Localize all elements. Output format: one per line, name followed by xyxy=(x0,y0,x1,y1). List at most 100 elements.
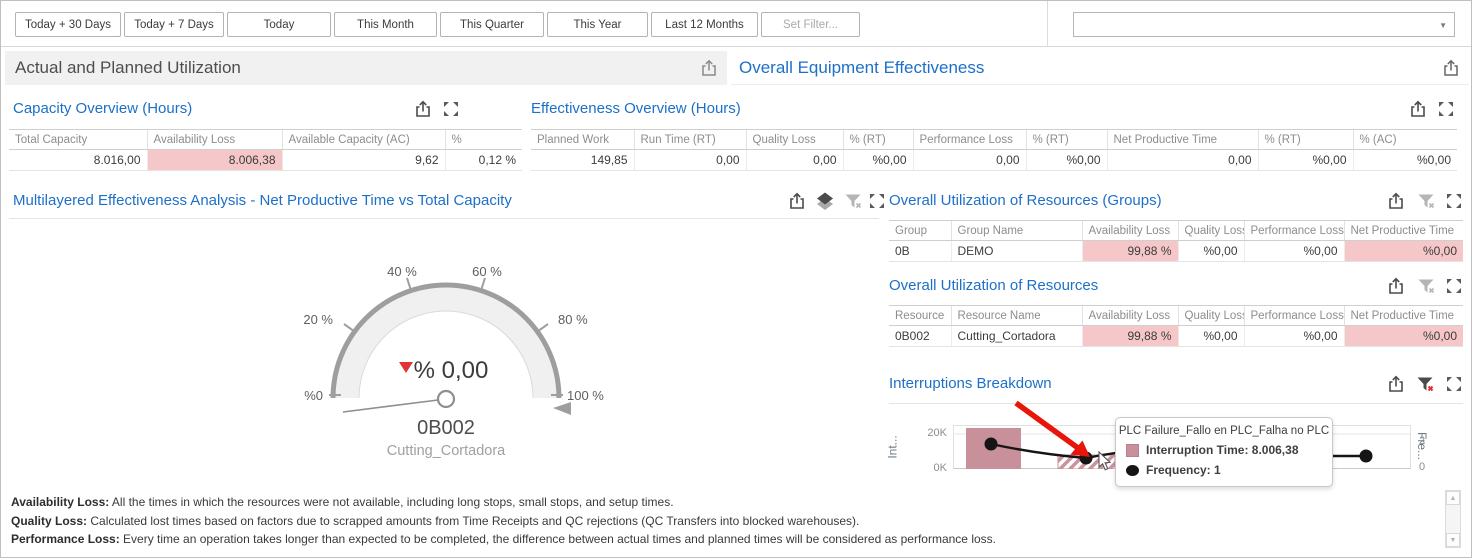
cell-availability-loss: 99,88 % xyxy=(1081,240,1178,262)
y-axis-label-left: Int... xyxy=(885,435,900,459)
gauge-resource-name: Cutting_Cortadora xyxy=(387,443,506,459)
interruption-time-swatch-icon xyxy=(1126,443,1139,457)
effectiveness-overview-title: Effectiveness Overview (Hours) xyxy=(531,100,741,117)
column-header[interactable]: % xyxy=(444,129,522,150)
frequency-point[interactable] xyxy=(984,437,998,451)
column-header[interactable]: Availability Loss xyxy=(146,129,282,150)
button-set-filter[interactable]: Set Filter... xyxy=(761,12,860,37)
clear-filter-icon[interactable] xyxy=(1416,276,1436,296)
panel-title-right: Overall Equipment Effectiveness xyxy=(739,58,985,77)
y-tick-0: 0 xyxy=(1419,461,1426,473)
export-icon[interactable] xyxy=(1441,58,1461,78)
toolbar-divider xyxy=(1047,1,1048,47)
tooltip-interruption-time: Interruption Time: 8.006,38 xyxy=(1146,443,1299,457)
maximize-icon[interactable] xyxy=(1436,99,1456,119)
maximize-icon[interactable] xyxy=(867,191,887,211)
frequency-point[interactable] xyxy=(1079,451,1093,465)
column-header[interactable]: Performance Loss xyxy=(1243,220,1344,241)
button-today-plus-30-days[interactable]: Today + 30 Days xyxy=(15,12,121,37)
scroll-up-icon[interactable]: ▲ xyxy=(1446,491,1460,505)
column-header[interactable]: Quality Loss xyxy=(1177,305,1244,326)
column-header[interactable]: Group xyxy=(889,220,951,241)
column-header[interactable]: Resource xyxy=(889,305,951,326)
cell-group-name: DEMO xyxy=(950,240,1082,262)
button-this-quarter[interactable]: This Quarter xyxy=(440,12,544,37)
clear-filter-active-icon[interactable] xyxy=(1415,374,1435,394)
vertical-scrollbar[interactable]: ▲ ▼ xyxy=(1445,490,1461,548)
column-header[interactable]: Availability Loss xyxy=(1081,220,1178,241)
layers-icon[interactable] xyxy=(815,191,835,211)
gauge-tick-20: 20 % xyxy=(303,312,333,327)
column-header[interactable]: % (RT) xyxy=(1025,129,1107,150)
cell-performance-loss: %0,00 xyxy=(1243,240,1344,262)
chevron-down-icon[interactable]: ▼ xyxy=(1439,21,1447,30)
cell-resource-name: Cutting_Cortadora xyxy=(950,325,1082,347)
definition-performance-loss: Performance Loss: Every time an operatio… xyxy=(11,532,996,546)
scroll-down-icon[interactable]: ▼ xyxy=(1446,533,1460,547)
cell-run-time: 0,00 xyxy=(633,149,746,171)
gauge-tick-40: 40 % xyxy=(387,264,417,279)
export-icon[interactable] xyxy=(1386,276,1406,296)
section-divider xyxy=(9,218,879,219)
column-header[interactable]: Net Productive Time xyxy=(1106,129,1258,150)
frequency-swatch-icon xyxy=(1126,464,1139,476)
cell-total-capacity: 8.016,00 xyxy=(9,149,147,171)
export-icon[interactable] xyxy=(1408,99,1428,119)
column-header[interactable]: % (RT) xyxy=(842,129,913,150)
button-last-12-months[interactable]: Last 12 Months xyxy=(651,12,758,37)
gauge-tick-0: %0 xyxy=(304,388,323,403)
cell-available-capacity: 9,62 xyxy=(281,149,445,171)
cell-availability-loss: 99,88 % xyxy=(1081,325,1178,347)
maximize-icon[interactable] xyxy=(1444,374,1464,394)
column-header[interactable]: Net Productive Time xyxy=(1343,305,1463,326)
resource-dropdown[interactable]: ▼ xyxy=(1073,12,1455,37)
column-header[interactable]: Group Name xyxy=(950,220,1082,241)
clear-filter-icon[interactable] xyxy=(1416,191,1436,211)
column-header[interactable]: Resource Name xyxy=(950,305,1082,326)
frequency-point[interactable] xyxy=(1359,449,1373,463)
column-header[interactable]: Planned Work xyxy=(531,129,634,150)
clear-filter-icon[interactable] xyxy=(843,191,863,211)
cell-net-productive-time: %0,00 xyxy=(1343,240,1463,262)
button-this-year[interactable]: This Year xyxy=(547,12,648,37)
column-header[interactable]: Net Productive Time xyxy=(1343,220,1463,241)
cell-quality-loss: 0,00 xyxy=(745,149,843,171)
column-header[interactable]: Run Time (RT) xyxy=(633,129,746,150)
maximize-icon[interactable] xyxy=(1444,191,1464,211)
cell-pct-rt-3: %0,00 xyxy=(1257,149,1353,171)
maximize-icon[interactable] xyxy=(1444,276,1464,296)
column-header[interactable]: % (RT) xyxy=(1257,129,1353,150)
export-icon[interactable] xyxy=(1386,191,1406,211)
column-header[interactable]: Availability Loss xyxy=(1081,305,1178,326)
button-today-plus-7-days[interactable]: Today + 7 Days xyxy=(124,12,224,37)
cell-pct-rt-2: %0,00 xyxy=(1025,149,1107,171)
button-this-month[interactable]: This Month xyxy=(334,12,437,37)
column-header[interactable]: Quality Loss xyxy=(745,129,843,150)
effectiveness-overview-table: Planned Work Run Time (RT) Quality Loss … xyxy=(531,129,1457,171)
groups-utilization-table: Group Group Name Availability Loss Quali… xyxy=(889,220,1463,262)
date-filter-toolbar: Today + 30 Days Today + 7 Days Today Thi… xyxy=(1,1,1471,47)
maximize-icon[interactable] xyxy=(441,99,461,119)
button-today[interactable]: Today xyxy=(227,12,331,37)
table-header-row: Resource Resource Name Availability Loss… xyxy=(889,305,1463,326)
cell-quality-loss: %0,00 xyxy=(1177,325,1244,347)
resources-utilization-title: Overall Utilization of Resources xyxy=(889,277,1099,294)
cell-percent: 0,12 % xyxy=(444,149,522,171)
y-tick-20k: 20K xyxy=(927,427,947,439)
export-icon[interactable] xyxy=(699,58,719,78)
gauge-tick-60: 60 % xyxy=(472,264,502,279)
table-row: 8.016,00 8.006,38 9,62 0,12 % xyxy=(9,149,522,171)
export-icon[interactable] xyxy=(787,191,807,211)
column-header[interactable]: Performance Loss xyxy=(912,129,1026,150)
column-header[interactable]: Quality Loss xyxy=(1177,220,1244,241)
cell-quality-loss: %0,00 xyxy=(1177,240,1244,262)
column-header[interactable]: Total Capacity xyxy=(9,129,147,150)
export-icon[interactable] xyxy=(413,99,433,119)
cell-availability-loss: 8.006,38 xyxy=(146,149,282,171)
column-header[interactable]: % (AC) xyxy=(1352,129,1457,150)
column-header[interactable]: Available Capacity (AC) xyxy=(281,129,445,150)
cell-performance-loss: 0,00 xyxy=(912,149,1026,171)
capacity-overview-title: Capacity Overview (Hours) xyxy=(13,100,193,117)
column-header[interactable]: Performance Loss xyxy=(1243,305,1344,326)
export-icon[interactable] xyxy=(1386,374,1406,394)
